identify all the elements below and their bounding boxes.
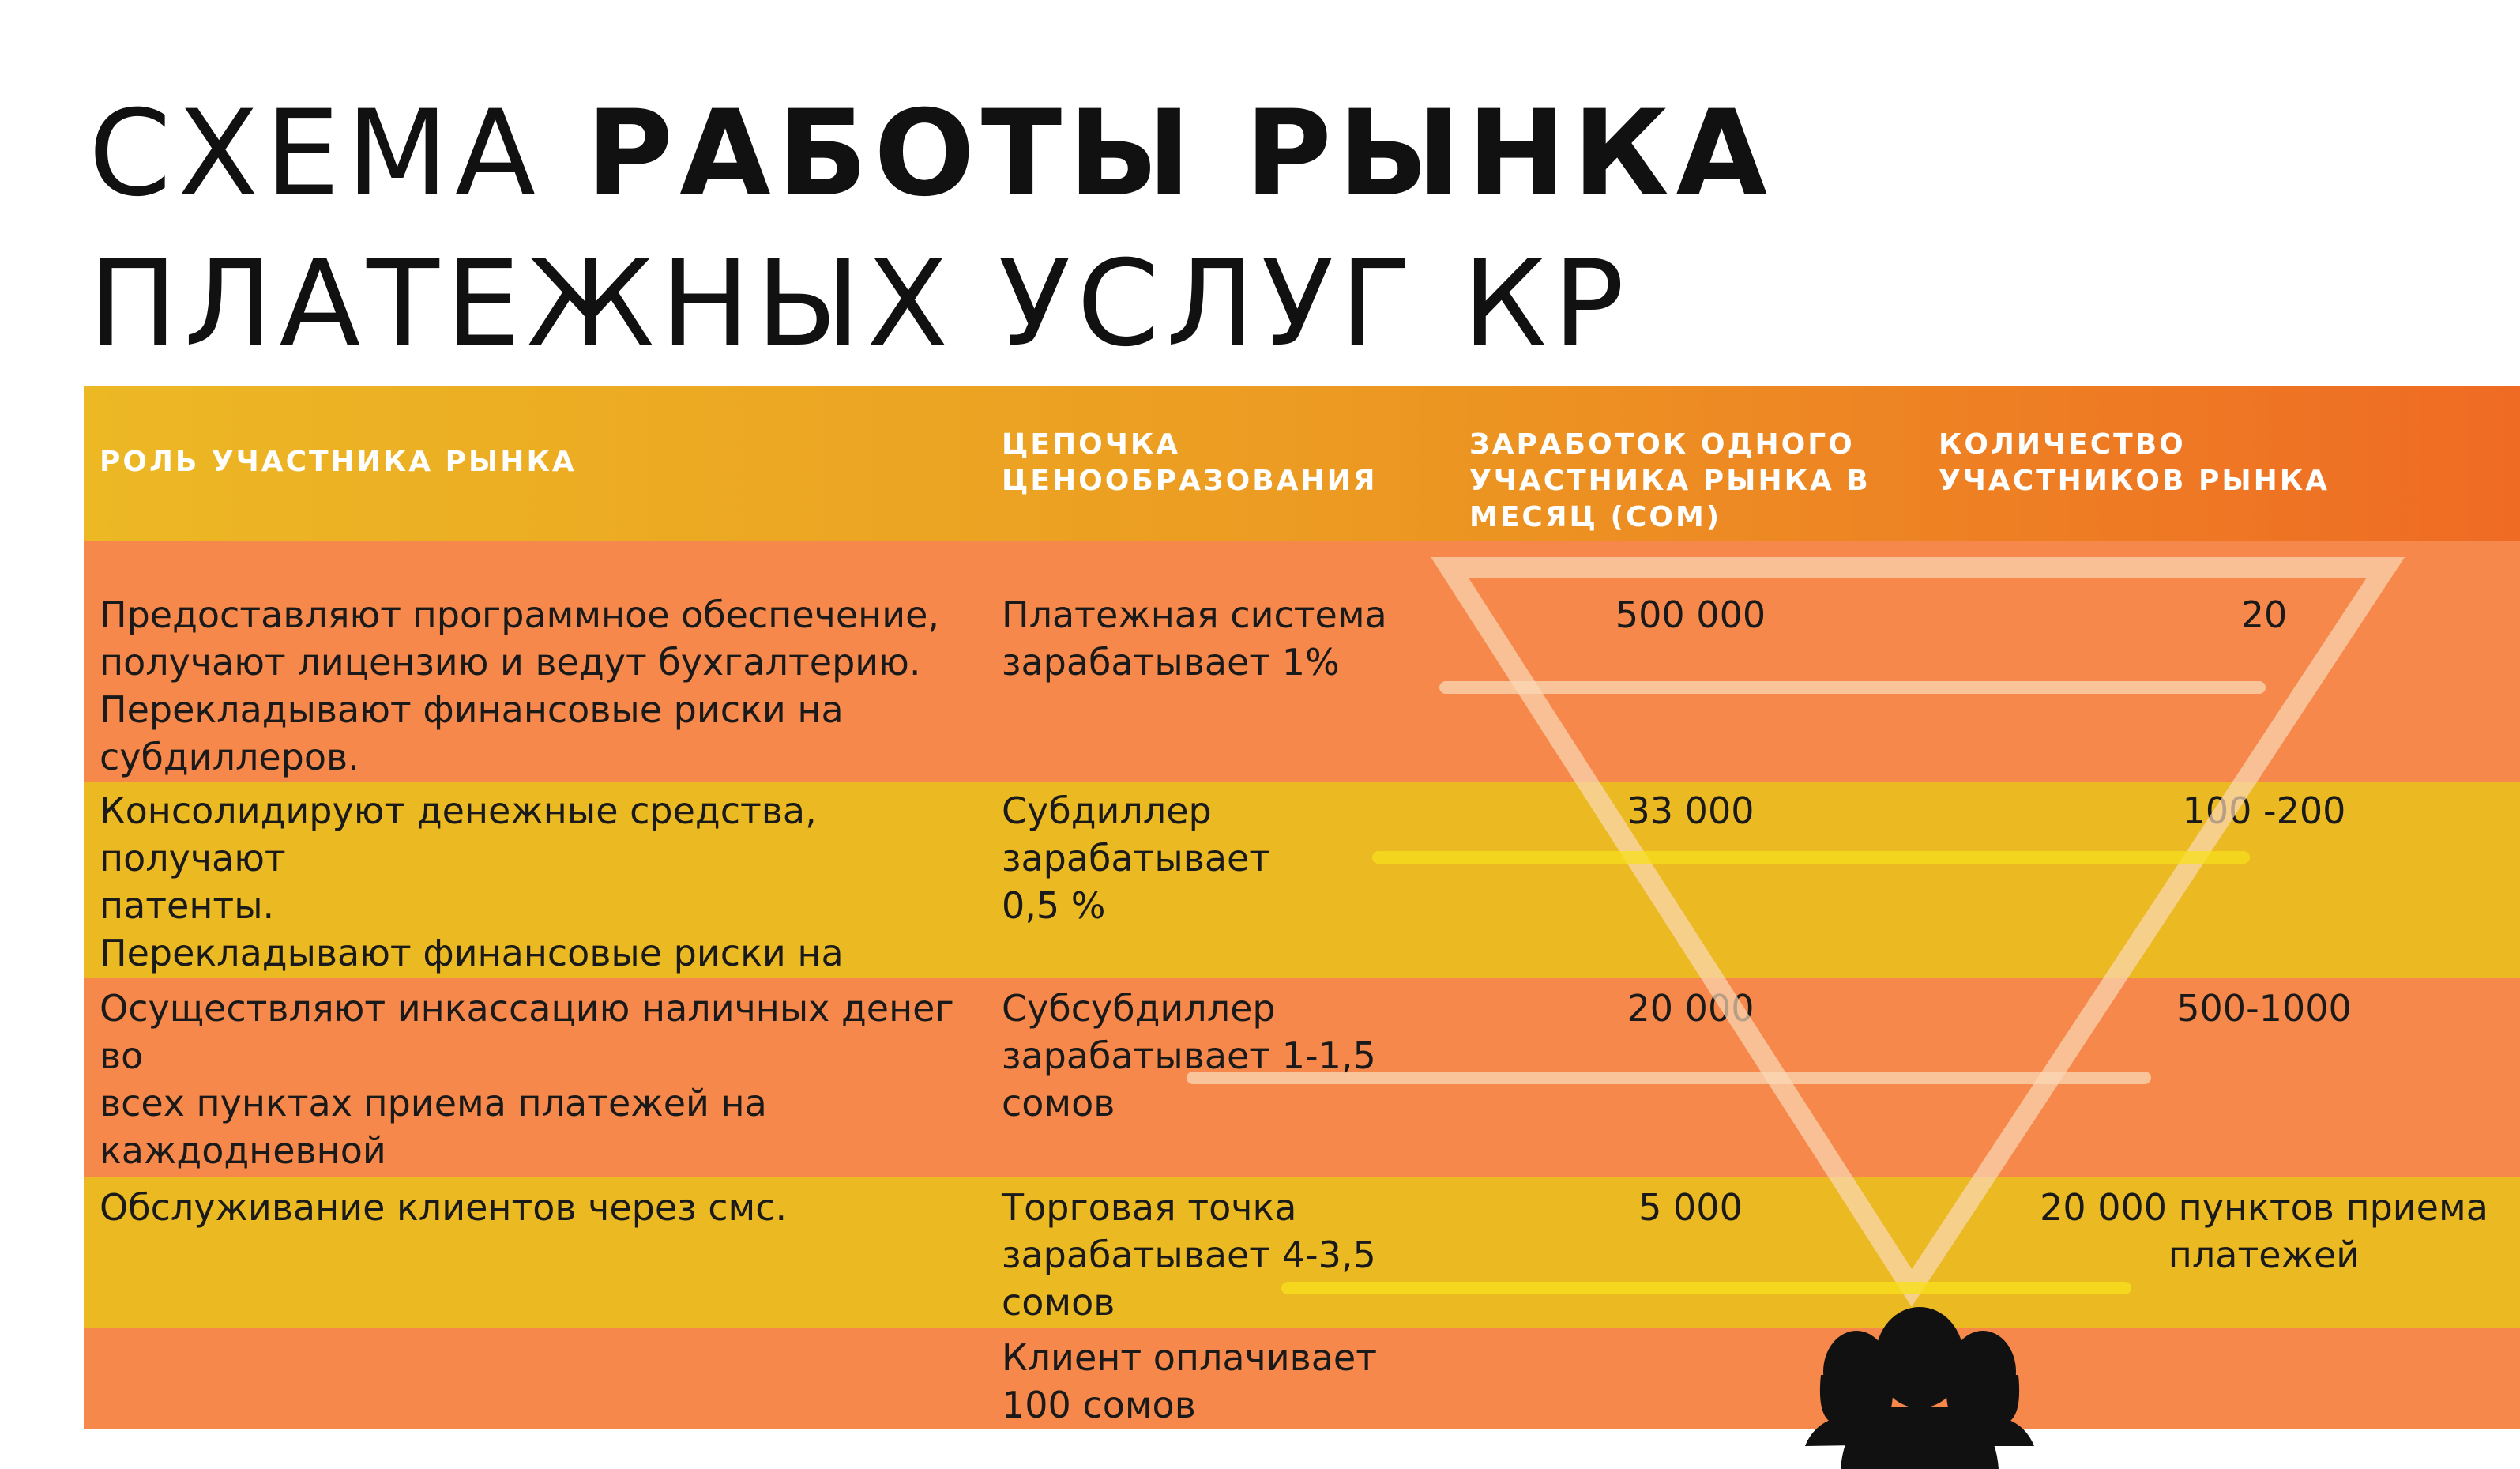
row-chain: Субсубдиллер зарабатывает 1-1,5 сомов [1002,987,1376,1124]
title-part-bold: РАБОТЫ РЫНКА [585,85,1774,223]
table-row: Осуществляют инкассацию наличных денег в… [84,978,2520,1267]
row-count: 20 000 пунктов приема платежей [2040,1186,2488,1276]
market-scheme-table: РОЛЬ УЧАСТНИКА РЫНКА ЦЕПОЧКА ЦЕНООБРАЗОВ… [84,386,2520,1445]
row-chain: Платежная система зарабатывает 1% [1002,593,1387,684]
header-participants-count: КОЛИЧЕСТВО УЧАСТНИКОВ РЫНКА [1939,428,2330,497]
row-chain: Торговая точка зарабатывает 4-3,5 сомов [1002,1186,1376,1324]
table-row: Предоставляют программное обеспечение, п… [84,541,2520,782]
table-row: Обслуживание клиентов через смс. Торгова… [84,1177,2520,1328]
row-chain: Субдиллер зарабатывает 0,5 % [1002,789,1271,927]
row-earnings: 33 000 [1627,789,1755,832]
page-title: СХЕМА РАБОТЫ РЫНКА ПЛАТЕЖНЫХ УСЛУГ КР [88,79,1773,379]
header-monthly-earnings: ЗАРАБОТОК ОДНОГО УЧАСТНИКА РЫНКА В МЕСЯЦ… [1469,428,1871,533]
header-role: РОЛЬ УЧАСТНИКА РЫНКА [100,446,577,478]
row-count: 20 [2240,593,2288,636]
title-line-2: ПЛАТЕЖНЫХ УСЛУГ КР [88,235,1631,373]
row-count: 500-1000 [2176,987,2352,1030]
row-chain: Клиент оплачивает 100 сомов [1002,1336,1378,1426]
table-header: РОЛЬ УЧАСТНИКА РЫНКА ЦЕПОЧКА ЦЕНООБРАЗОВ… [84,386,2520,541]
title-part-light: СХЕМА [88,85,586,223]
table-row: Консолидируют денежные средства, получаю… [84,782,2520,1022]
title-line-1: СХЕМА РАБОТЫ РЫНКА [88,79,1773,229]
row-earnings: 5 000 [1638,1186,1743,1229]
row-earnings: 20 000 [1627,987,1755,1030]
header-pricing-chain: ЦЕПОЧКА ЦЕНООБРАЗОВАНИЯ [1002,428,1378,497]
row-count: 100 -200 [2182,789,2346,832]
row-earnings: 500 000 [1615,593,1766,636]
row-role: Обслуживание клиентов через смс. [100,1186,788,1229]
row-role: Предоставляют программное обеспечение, п… [100,593,940,778]
table-row: Клиент оплачивает 100 сомов [84,1328,2520,1429]
